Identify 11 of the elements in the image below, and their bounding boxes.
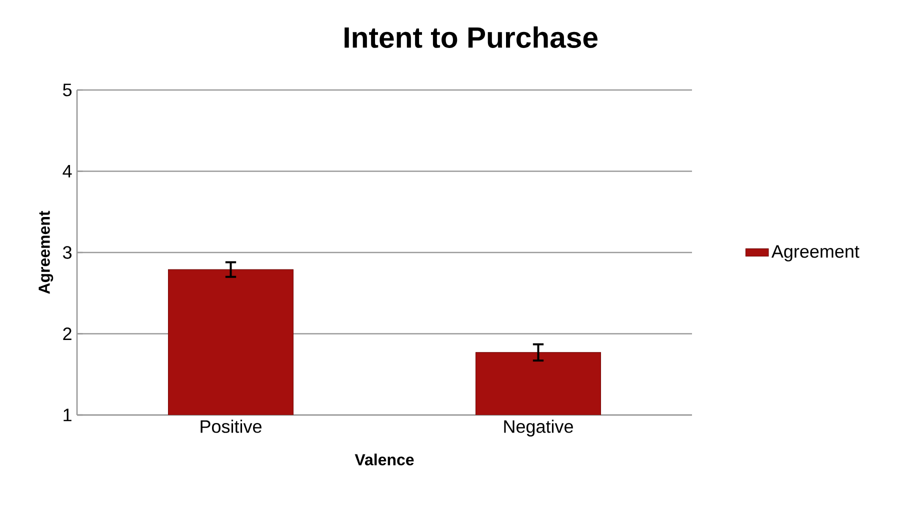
y-tick-label: 3 — [62, 246, 72, 259]
y-tick-label: 2 — [63, 327, 72, 340]
legend-label: Agreement — [771, 245, 860, 262]
y-tick-label: 1 — [64, 408, 72, 422]
x-tick-label: Positive — [200, 420, 262, 433]
x-tick-label: Negative — [504, 420, 573, 436]
x-axis-title: Valence — [354, 454, 414, 466]
y-tick-label: 4 — [62, 165, 72, 178]
y-tick-label: 5 — [63, 84, 72, 96]
chart-title: Intent to Purchase — [344, 26, 598, 48]
y-axis-title: Agreement — [38, 210, 54, 294]
